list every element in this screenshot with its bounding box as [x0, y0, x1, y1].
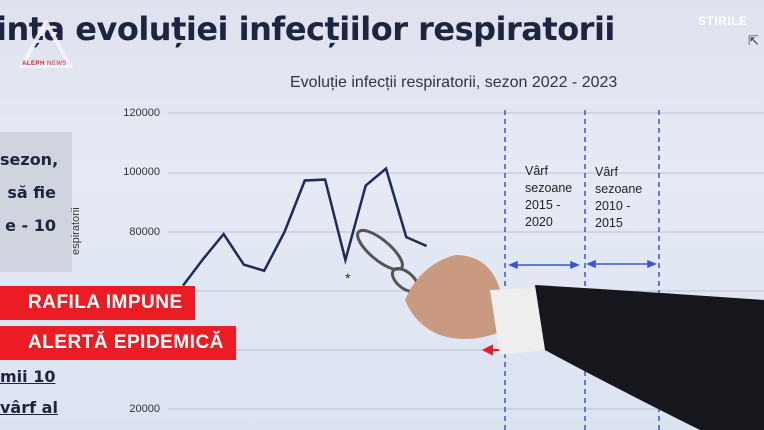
arrowhead [508, 260, 518, 270]
annotation-peak-2010-2015: Vârf sezoane 2010 -2015 [595, 165, 643, 230]
series-line [182, 166, 428, 287]
headline-line-2: ALERTĂ EPIDEMICĂ [0, 326, 236, 360]
side-text: e - 10 [5, 216, 56, 235]
chart-subtitle: Evoluție infecții respiratorii, sezon 20… [290, 74, 618, 91]
y-tick: 80000 [129, 226, 160, 238]
shirt-cuff [490, 288, 545, 355]
side-text: să fie [7, 183, 56, 202]
side-text-panel [0, 132, 72, 272]
side-text: sezon, [0, 150, 59, 169]
y-tick: 120000 [123, 107, 160, 119]
arrowhead [586, 259, 596, 269]
asterisk: * [345, 270, 351, 286]
screen-title: ința evoluției infecțiilor respiratorii [0, 10, 615, 48]
logo-text: ALEPH NEWS [22, 61, 68, 67]
channel-brand: STIRILE [698, 14, 748, 28]
sleeve [535, 285, 764, 430]
y-tick: 100000 [123, 166, 160, 178]
side-text: mii 10 [0, 367, 56, 386]
hand [405, 255, 505, 339]
arrowhead [570, 260, 580, 270]
annotation-peak-2015-2020: Vârf sezoane 2015 -2020 [525, 164, 573, 229]
side-text: vârf al [0, 398, 58, 417]
headline-line-1: RAFILA IMPUNE [0, 286, 195, 320]
glasses [356, 228, 420, 293]
y-tick: 20000 [129, 403, 160, 415]
arrowhead [647, 259, 657, 269]
cursor-icon: ⇱ [748, 33, 759, 48]
aleph-news-logo-icon [18, 20, 74, 68]
